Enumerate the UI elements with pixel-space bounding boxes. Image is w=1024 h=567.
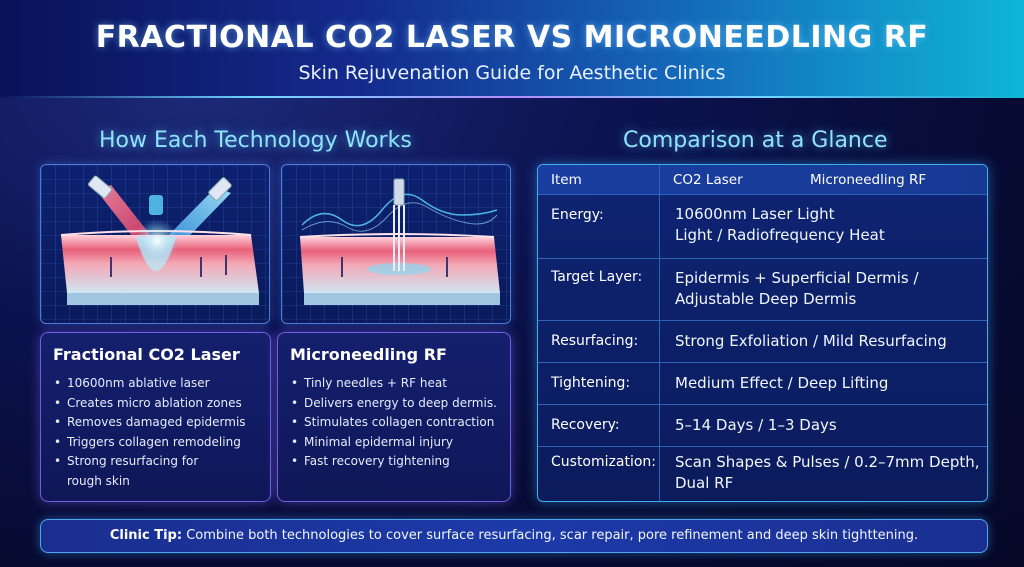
- rf-bullet-list: Tinly needles + RF heat Delivers energy …: [290, 374, 498, 472]
- co2-card-title: Fractional CO2 Laser: [53, 345, 240, 364]
- table-row: Resurfacing: Strong Exfoliation / Mild R…: [538, 321, 987, 363]
- tip-text: Combine both technologies to cover surfa…: [182, 528, 919, 543]
- column-divider: [659, 447, 660, 501]
- table-row: Target Layer: Epidermis + Superficial De…: [538, 259, 987, 321]
- tip-label: Clinic Tip:: [109, 528, 183, 543]
- page-subtitle: Skin Rejuvenation Guide for Aesthetic Cl…: [298, 62, 726, 84]
- header-rf: Microneedling RF: [810, 172, 927, 188]
- column-divider: [659, 405, 660, 446]
- left-section-title: How Each Technology Works: [99, 128, 412, 153]
- co2-laser-illustration: [40, 164, 270, 324]
- table-row: Recovery: 5–14 Days / 1–3 Days: [538, 405, 987, 447]
- clinic-tip-banner: Clinic Tip: Combine both technologies to…: [40, 519, 988, 553]
- list-item: Strong resurfacing for rough skin: [53, 452, 203, 491]
- row-value-line2: Dual RF: [675, 474, 734, 492]
- row-value-line1: Epidermis + Superficial Dermis /: [675, 269, 919, 287]
- list-item: Removes damaged epidermis: [53, 413, 258, 433]
- row-value-line1: Medium Effect / Deep Lifting: [675, 374, 889, 392]
- column-divider: [659, 259, 660, 320]
- list-item: Tinly needles + RF heat: [290, 374, 498, 394]
- page-title: FRACTIONAL CO2 LASER VS MICRONEEDLING RF: [95, 20, 929, 55]
- column-divider: [659, 321, 660, 362]
- row-label: Resurfacing:: [551, 333, 639, 349]
- list-item: Delivers energy to deep dermis.: [290, 394, 498, 414]
- row-value-line1: 10600nm Laser Light: [675, 205, 835, 223]
- comparison-table: Item CO2 Laser Microneedling RF Energy: …: [537, 164, 988, 502]
- microneedling-diagram: [282, 165, 510, 323]
- header-item: Item: [551, 172, 582, 188]
- co2-laser-diagram: [41, 165, 269, 323]
- row-value-line1: Strong Exfoliation / Mild Resurfacing: [675, 332, 947, 350]
- row-label: Tightening:: [551, 375, 631, 391]
- list-item: Triggers collagen remodeling: [53, 433, 258, 453]
- row-label: Target Layer:: [551, 269, 643, 285]
- co2-laser-card: Fractional CO2 Laser 10600nm ablative la…: [40, 332, 271, 502]
- list-item: Stimulates collagen contraction: [290, 413, 498, 433]
- row-label: Recovery:: [551, 417, 620, 433]
- row-value-line1: Scan Shapes & Pulses / 0.2–7mm Depth,: [675, 453, 980, 471]
- microneedling-rf-illustration: [281, 164, 511, 324]
- right-section-title: Comparison at a Glance: [623, 128, 888, 153]
- table-row: Tightening: Medium Effect / Deep Lifting: [538, 363, 987, 405]
- list-item: Minimal epidermal injury: [290, 433, 498, 453]
- column-divider: [659, 195, 660, 258]
- list-item: Creates micro ablation zones: [53, 394, 258, 414]
- header-banner: FRACTIONAL CO2 LASER VS MICRONEEDLING RF…: [0, 0, 1024, 98]
- table-header-row: Item CO2 Laser Microneedling RF: [538, 165, 987, 195]
- row-value-line1: 5–14 Days / 1–3 Days: [675, 416, 837, 434]
- row-value-line2: Light / Radiofrequency Heat: [675, 226, 885, 244]
- column-divider: [659, 165, 660, 194]
- list-item: 10600nm ablative laser: [53, 374, 258, 394]
- co2-bullet-list: 10600nm ablative laser Creates micro abl…: [53, 374, 258, 491]
- header-co2: CO2 Laser: [673, 172, 743, 188]
- microneedling-rf-card: Microneedling RF Tinly needles + RF heat…: [277, 332, 511, 502]
- row-label: Energy:: [551, 207, 604, 223]
- table-row: Energy: 10600nm Laser Light Light / Radi…: [538, 195, 987, 259]
- column-divider: [659, 363, 660, 404]
- row-value-line2: Adjustable Deep Dermis: [675, 290, 857, 308]
- list-item: Fast recovery tightening: [290, 452, 498, 472]
- rf-card-title: Microneedling RF: [290, 345, 447, 364]
- table-row: Customization: Scan Shapes & Pulses / 0.…: [538, 447, 987, 501]
- row-label: Customization:: [551, 454, 656, 470]
